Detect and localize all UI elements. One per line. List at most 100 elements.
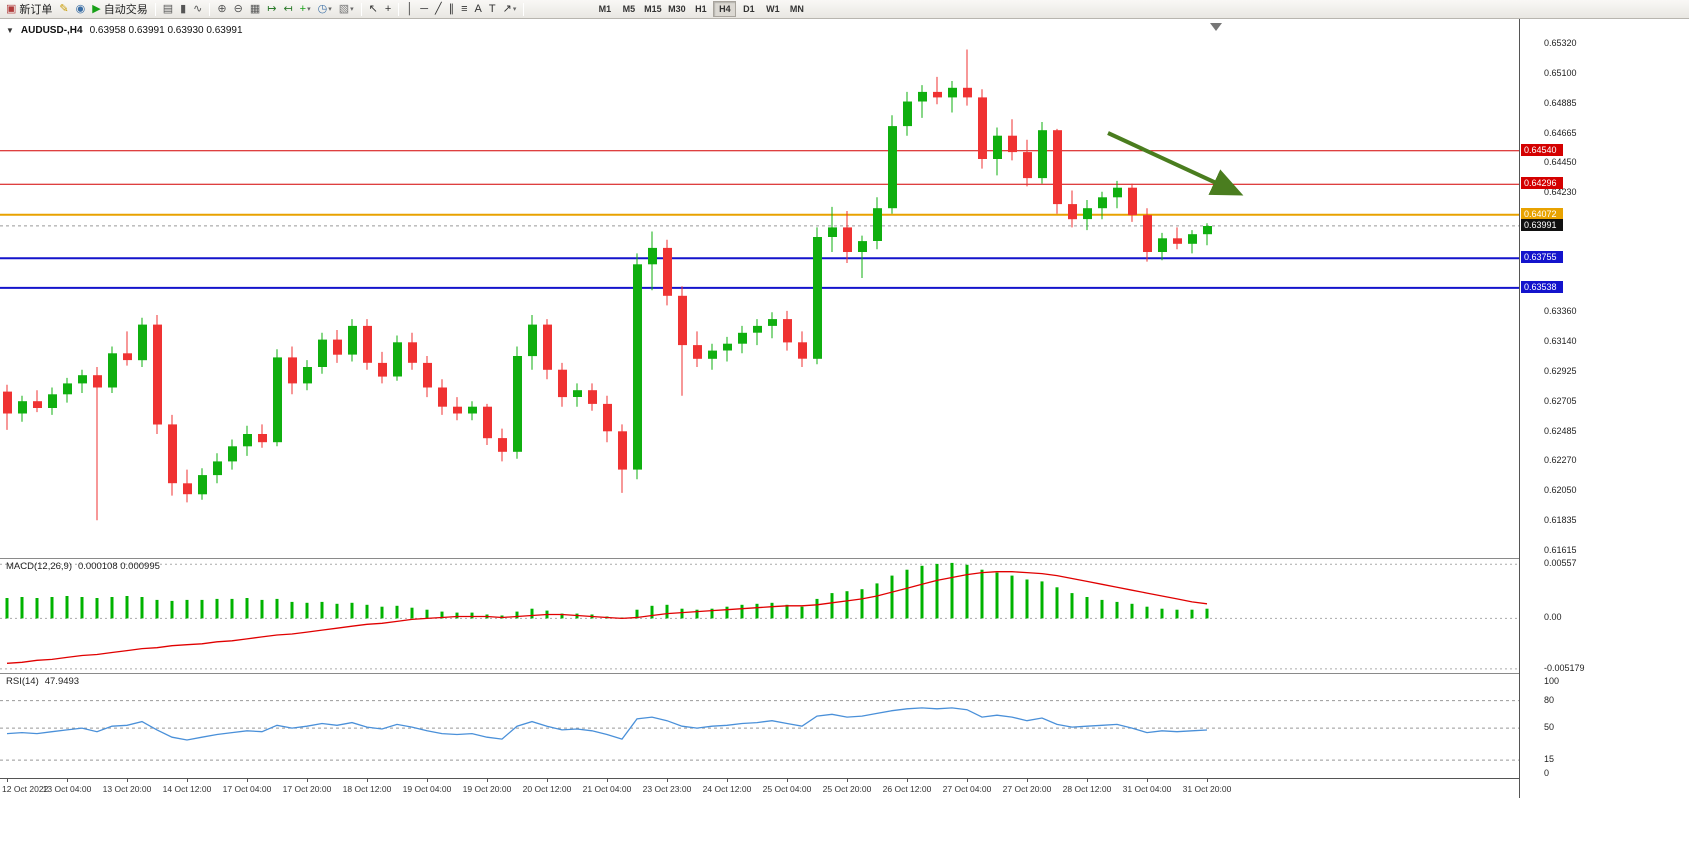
auto-scroll-icon[interactable]: ↦ (264, 1, 279, 18)
time-tick (67, 779, 68, 782)
time-tick (667, 779, 668, 782)
time-tick (367, 779, 368, 782)
auto-scroll-icon: ↦ (267, 2, 277, 15)
fibonacci-icon[interactable]: ≡ (458, 1, 470, 18)
time-tick (1087, 779, 1088, 782)
autotrading-button: ▶ (92, 2, 101, 15)
chart-header: ▼ AUDUSD-,H4 0.63958 0.63991 0.63930 0.6… (6, 25, 243, 36)
timeframe-button-mn[interactable]: MN (789, 4, 804, 14)
price-axis[interactable]: 0.65320 0.65100 0.64885 0.64665 0.64450 0.642… (1519, 19, 1689, 798)
horizontal-line-icon[interactable]: ─ (417, 1, 431, 18)
ohlc-values: 0.63958 0.63991 0.63930 0.63991 (89, 25, 243, 36)
line-chart-icon[interactable]: ∿ (190, 1, 205, 18)
indicators-icon[interactable]: + ▾ (297, 1, 314, 18)
zoom-in-icon: ⊕ (217, 2, 227, 15)
tile-windows-icon[interactable]: ▦ (247, 1, 263, 18)
tile-windows-icon: ▦ (249, 2, 261, 15)
time-tick (1147, 779, 1148, 782)
time-label: 19 Oct 04:00 (402, 784, 452, 794)
price-tick: 0.64665 (1544, 128, 1577, 138)
fibonacci-icon: ≡ (461, 2, 468, 15)
market-watch-icon[interactable]: ◉ (73, 1, 89, 18)
chart-shift-icon[interactable]: ↤ (280, 1, 295, 18)
candlestick-chart[interactable] (0, 19, 1519, 558)
price-tick: 0.62925 (1544, 366, 1577, 376)
time-tick (1027, 779, 1028, 782)
channel-icon: ∥ (448, 2, 455, 15)
time-label: 31 Oct 20:00 (1182, 784, 1232, 794)
support-badge: 0.63755 (1521, 251, 1563, 263)
templates-icon[interactable]: ▧ ▾ (336, 1, 357, 18)
macd-signal-line (6, 571, 1208, 664)
zoom-in-icon[interactable]: ⊕ (214, 1, 229, 18)
trend-arrow[interactable] (1107, 131, 1244, 196)
periods-icon[interactable]: ◷ ▾ (315, 1, 335, 18)
time-tick (7, 779, 8, 782)
rsi-scale-tick: 0 (1544, 768, 1550, 778)
timeframe-button-m5[interactable]: M5 (622, 4, 636, 14)
trendline-icon[interactable]: ╱ (432, 1, 445, 18)
chart-shift-marker[interactable] (1210, 23, 1222, 31)
candle-wicks (6, 49, 1208, 521)
time-label: 13 Oct 04:00 (42, 784, 92, 794)
time-tick (127, 779, 128, 782)
timeframe-button-w1[interactable]: W1 (766, 4, 780, 14)
horizontal-line-icon: ─ (420, 2, 428, 15)
time-label: 18 Oct 12:00 (342, 784, 392, 794)
time-label: 25 Oct 04:00 (762, 784, 812, 794)
timeframe-button-h1[interactable]: H1 (695, 4, 707, 14)
timeframe-button-m1[interactable]: M1 (598, 4, 612, 14)
macd-label: MACD(12,26,9) 0.000108 0.000995 (6, 561, 160, 572)
toolbar-separator (398, 2, 400, 16)
zoom-out-icon: ⊖ (233, 2, 243, 15)
new-order-button: ▣ (6, 2, 17, 15)
vertical-line-icon[interactable]: │ (403, 1, 416, 18)
metaeditor-icon[interactable]: ✎ (56, 1, 71, 18)
templates-icon: ▧ (338, 2, 350, 15)
cursor-icon[interactable]: ↖ (366, 1, 381, 18)
bar-chart-icon[interactable]: ▤ (160, 1, 176, 18)
rsi-value: 47.9493 (44, 676, 80, 687)
price-tick: 0.63360 (1544, 306, 1577, 316)
time-label: 24 Oct 12:00 (702, 784, 752, 794)
rsi-chart (0, 674, 1519, 778)
trendline-icon: ╱ (435, 2, 442, 15)
macd-values: 0.000108 0.000995 (78, 561, 160, 572)
macd-panel[interactable]: MACD(12,26,9) 0.000108 0.000995 (0, 558, 1519, 673)
new-order-button-label: 新订单 (19, 4, 53, 16)
periods-icon: ◷ (317, 2, 328, 15)
time-label: 26 Oct 12:00 (882, 784, 932, 794)
metaeditor-icon: ✎ (59, 2, 69, 15)
time-label: 27 Oct 04:00 (942, 784, 992, 794)
zoom-out-icon[interactable]: ⊖ (231, 1, 246, 18)
arrows-tool-icon[interactable]: ↗ ▾ (500, 1, 520, 18)
time-axis[interactable]: 12 Oct 2022 13 Oct 04:00 13 Oct 20:00 14 Oc… (0, 778, 1689, 798)
timeframe-button-d1[interactable]: D1 (743, 4, 755, 14)
timeframe-button-m30[interactable]: M30 (668, 4, 686, 14)
text-icon: A (474, 2, 482, 15)
one-click-trading-toggle[interactable]: ▼ (6, 26, 14, 35)
rsi-scale-tick: 50 (1544, 722, 1555, 732)
time-tick (427, 779, 428, 782)
text-icon[interactable]: A (472, 1, 485, 18)
autotrading-button[interactable]: ▶ 自动交易 (89, 1, 150, 18)
rsi-panel[interactable]: RSI(14) 47.9493 (0, 673, 1519, 778)
time-tick (727, 779, 728, 782)
crosshair-icon: + (384, 2, 392, 15)
price-tick: 0.63140 (1544, 336, 1577, 346)
timeframe-button-h4[interactable]: H4 (713, 1, 737, 17)
timeframe-button-m15[interactable]: M15 (644, 4, 662, 14)
candlestick-chart-icon[interactable]: ▮ (177, 1, 189, 18)
autotrading-button-label: 自动交易 (103, 4, 148, 16)
crosshair-icon[interactable]: + (382, 1, 394, 18)
toolbar-separator (523, 2, 525, 16)
channel-icon[interactable]: ∥ (446, 1, 458, 18)
candle-bodies (3, 87, 1212, 495)
label-icon[interactable]: T (486, 1, 499, 18)
main-chart-panel[interactable]: ▼ AUDUSD-,H4 0.63958 0.63991 0.63930 0.6… (0, 19, 1519, 558)
indicators-icon: + (299, 2, 307, 15)
new-order-button[interactable]: ▣ 新订单 (3, 1, 55, 18)
toolbar-separator (209, 2, 211, 16)
price-tick: 0.61615 (1544, 545, 1577, 555)
